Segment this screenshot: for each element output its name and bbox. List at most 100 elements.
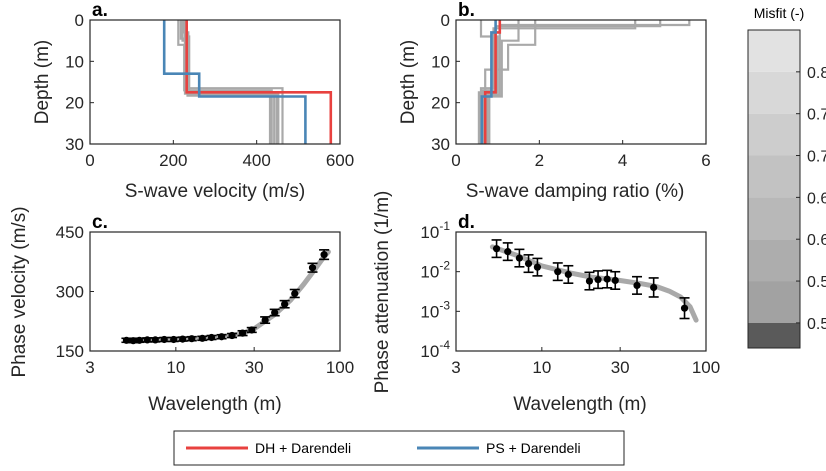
panel-c-data-point-14 — [246, 326, 257, 334]
panel-c-data-point-9 — [197, 334, 208, 342]
colorbar-cell-3 — [748, 155, 800, 198]
panel-c-marker-16 — [271, 308, 279, 317]
panel-b-ytick-label-2: 20 — [431, 94, 450, 113]
colorbar-tick-label-0: 0.8 — [807, 65, 826, 82]
panel-d-label: d. — [458, 212, 475, 233]
panel-d-data-point-11 — [632, 275, 643, 295]
panel-a-ytick-label-1: 10 — [65, 52, 84, 71]
panel-c-marker-8 — [188, 335, 196, 343]
panel-c-marker-7 — [179, 335, 187, 343]
panel-a-ylabel: Depth (m) — [32, 40, 53, 124]
panel-d-xtick-label-0: 3 — [451, 358, 460, 377]
panel-b-xtick-label-1: 2 — [535, 151, 544, 170]
panel-d-xtick-label-2: 30 — [611, 358, 630, 377]
panel-c-marker-17 — [281, 300, 289, 308]
panel-c-data-point-8 — [186, 335, 197, 343]
panel-d-marker-8 — [594, 276, 602, 284]
panel-a-axes-box — [89, 19, 341, 145]
colorbar-title: Misfit (-) — [754, 5, 805, 21]
panel-b-ensemble-profile-5 — [477, 20, 499, 144]
panel-d-data-point-13 — [679, 297, 690, 320]
panel-c-data-point-13 — [237, 329, 248, 337]
panel-b-ytick-label-3: 30 — [431, 135, 450, 154]
panel-c-xtick-label-0: 3 — [85, 358, 94, 377]
panel-c-data-point-18 — [289, 288, 300, 299]
panel-c-marker-14 — [248, 326, 256, 334]
panel-d-data-point-3 — [523, 254, 534, 274]
panel-d-theoretical-curves — [489, 244, 699, 323]
panel-c-marker-2 — [135, 336, 144, 344]
panel-b-xlabel: S-wave damping ratio (%) — [466, 181, 685, 202]
colorbar-tick-label-1: 0.75 — [807, 107, 826, 124]
panel-d-marker-13 — [680, 304, 689, 312]
panel-c-data-point-6 — [168, 335, 179, 344]
panel-d-data-point-9 — [602, 269, 613, 289]
panel-d-ytick-label-0: 10-1 — [420, 219, 450, 242]
panel-a-ytick-label-2: 20 — [65, 94, 84, 113]
colorbar-cell-4 — [748, 197, 800, 240]
panel-c-ylabel: Phase velocity (m/s) — [9, 206, 30, 377]
panel-d-marker-1 — [504, 248, 512, 256]
panel-d-marker-0 — [492, 245, 501, 253]
panel-d-axes-box — [455, 231, 707, 352]
panel-a-xlabel: S-wave velocity (m/s) — [125, 181, 306, 202]
panel-c-data-point-5 — [159, 335, 170, 344]
colorbar-tick-label-4: 0.6 — [807, 232, 826, 249]
panel-b-ensemble-profile-2 — [479, 20, 637, 144]
panel-c-marker-4 — [151, 336, 159, 344]
panel-b-ytick-label-1: 10 — [431, 52, 450, 71]
panel-d-data-point-6 — [563, 264, 574, 284]
colorbar-cell-1 — [748, 71, 800, 114]
panel-d-marker-10 — [611, 276, 619, 285]
panel-c-data-point-4 — [150, 336, 161, 344]
panel-c-ytick-label-2: 450 — [56, 223, 84, 242]
colorbar-cell-2 — [748, 113, 800, 156]
panel-d-ytick-label-1: 10-2 — [420, 259, 450, 282]
panel-c-marker-18 — [291, 289, 299, 298]
panel-a-series-ps — [162, 20, 307, 144]
misfit-colorbar: Misfit (-) 0.8 0.75 0.7 0.65 0.6 0.55 0.5 — [747, 5, 826, 349]
colorbar-cell-6 — [748, 281, 800, 323]
panel-c-ytick-label-0: 150 — [56, 342, 84, 361]
panel-c-xtick-label-1: 10 — [166, 358, 185, 377]
legend-ps-label: PS + Darendeli — [486, 440, 581, 456]
panel-c-data-point-7 — [177, 335, 188, 343]
panel-a-xtick-label-1: 200 — [159, 151, 187, 170]
panel-c-data-point-20 — [319, 249, 330, 261]
panel-c-label: c. — [92, 212, 108, 233]
panel-b-ensemble-profile-4 — [484, 20, 537, 144]
legend-box — [173, 430, 625, 466]
panel-d-xtick-label-3: 100 — [692, 358, 720, 377]
panel-c-phase-velocity: 3 10 30 100 150 300 450 c. Wavelength (m) Phas… — [9, 206, 354, 415]
panel-d-data-point-0 — [491, 239, 502, 259]
colorbar-tick-label-2: 0.7 — [807, 149, 826, 166]
panel-c-xtick-label-3: 100 — [326, 358, 354, 377]
panel-d-marker-9 — [603, 275, 611, 283]
panel-b-axes-box — [455, 19, 707, 145]
panel-d-data-point-5 — [552, 262, 563, 282]
panel-c-xlabel: Wavelength (m) — [148, 394, 281, 415]
panel-c-marker-12 — [228, 331, 236, 340]
colorbar-cell-5 — [748, 239, 800, 282]
panel-a-series-dh — [185, 20, 333, 144]
legend-dh-label: DH + Darendeli — [255, 440, 351, 456]
panel-d-phase-attenuation: 3 10 30 100 10-1 10-2 10-3 10-4 d. Wavelength (… — [372, 191, 720, 415]
panel-d-marker-4 — [533, 263, 542, 271]
panel-c-xtick-label-2: 30 — [245, 358, 264, 377]
colorbar-tick-label-5: 0.55 — [807, 274, 826, 291]
panel-d-ytick-label-3: 10-4 — [420, 338, 450, 361]
panel-d-marker-2 — [515, 254, 523, 262]
panel-b-xtick-label-3: 6 — [701, 151, 710, 170]
panel-d-ytick-label-2: 10-3 — [420, 298, 450, 321]
panel-c-marker-13 — [238, 329, 247, 337]
panel-b-ensemble-profile-1 — [486, 20, 691, 144]
panel-d-data-point-12 — [648, 277, 659, 298]
panel-b-label: b. — [458, 0, 475, 21]
panel-c-axes-box — [89, 231, 341, 352]
panel-c-marker-5 — [160, 335, 168, 344]
panel-c-data-point-12 — [227, 331, 238, 340]
panel-a-ensemble-profile-4 — [183, 20, 272, 144]
colorbar-frame — [747, 29, 801, 349]
panel-a-velocity-profile: 0 200 400 600 0 10 20 30 a. S-wave velocity (m/… — [32, 0, 354, 202]
panel-b-xtick-label-2: 4 — [618, 151, 627, 170]
